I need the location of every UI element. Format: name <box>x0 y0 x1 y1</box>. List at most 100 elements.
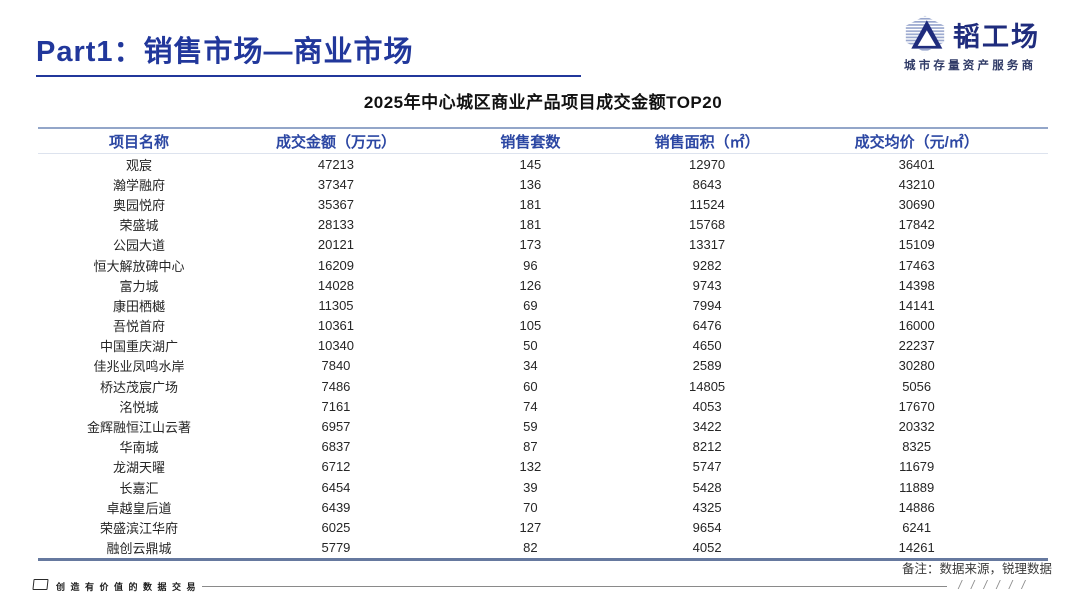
cell-project-name: 瀚学融府 <box>112 177 165 193</box>
cell-project-name: 荣盛滨江华府 <box>99 520 178 536</box>
cell-project-name: 龙湖天曜 <box>112 460 165 476</box>
cell-price: 43210 <box>898 176 935 192</box>
footer-divider-line <box>202 586 947 587</box>
table-row: 吾悦首府 10361 105 6476 16000 <box>38 316 1048 336</box>
cell-amount: 11305 <box>318 297 354 313</box>
table-title: 2025年中心城区商业产品项目成交金额TOP20 <box>363 93 723 112</box>
cell-price: 14398 <box>898 277 935 293</box>
table-row: 荣盛城 28133 181 15768 17842 <box>38 215 1048 235</box>
cell-units: 69 <box>523 297 538 313</box>
cell-amount: 47213 <box>317 156 355 172</box>
logo-tagline: 城市存量资产服务商 <box>904 60 1037 72</box>
cell-amount: 16209 <box>317 257 355 273</box>
page-title: Part1：销售市场—商业市场 <box>36 36 414 68</box>
cell-amount: 10340 <box>317 338 355 354</box>
table-row: 洺悦城 7161 74 4053 17670 <box>38 396 1048 416</box>
cell-area: 2589 <box>692 358 722 374</box>
company-logo: 韬工场 城市存量资产服务商 <box>904 14 1052 73</box>
cell-project-name: 金辉融恒江山云著 <box>86 420 191 436</box>
cell-price: 17463 <box>898 257 935 273</box>
cell-area: 11524 <box>689 196 725 212</box>
cell-price: 15109 <box>898 237 935 253</box>
cell-price: 6241 <box>902 519 932 535</box>
footer-slashes-decoration: / / / / / / <box>958 578 1028 592</box>
cell-price: 20332 <box>898 419 935 435</box>
table-row: 金辉融恒江山云著 6957 59 3422 20332 <box>38 416 1048 436</box>
cell-units: 181 <box>519 217 542 233</box>
table-row: 卓越皇后道 6439 70 4325 14886 <box>38 497 1048 517</box>
hexagon-logo-icon <box>904 14 946 54</box>
cell-project-name: 奥园悦府 <box>112 197 165 213</box>
cell-units: 59 <box>523 419 538 435</box>
table-row: 桥达茂宸广场 7486 60 14805 5056 <box>38 376 1048 396</box>
cell-area: 6476 <box>692 318 722 334</box>
cell-amount: 7486 <box>321 378 351 394</box>
top20-table: 项目名称 成交金额（万元） 销售套数 销售面积（㎡） 成交均价（元/㎡） 观宸 … <box>38 127 1048 561</box>
col-header-price: 成交均价（元/㎡） <box>854 133 979 151</box>
cell-price: 11889 <box>899 479 935 495</box>
cell-amount: 6454 <box>321 479 351 495</box>
cell-project-name: 富力城 <box>119 278 159 294</box>
cell-project-name: 中国重庆湖广 <box>99 339 178 355</box>
cell-amount: 6439 <box>321 499 351 515</box>
footer-box-icon <box>32 579 49 590</box>
table-row: 华南城 6837 87 8212 8325 <box>38 437 1048 457</box>
cell-amount: 5779 <box>321 540 351 556</box>
cell-price: 11679 <box>899 459 935 475</box>
cell-project-name: 华南城 <box>119 440 159 456</box>
cell-project-name: 公园大道 <box>112 238 165 254</box>
table-header-row: 项目名称 成交金额（万元） 销售套数 销售面积（㎡） 成交均价（元/㎡） <box>38 129 1048 154</box>
cell-area: 4325 <box>692 499 722 515</box>
cell-units: 181 <box>519 196 542 212</box>
cell-units: 105 <box>519 318 542 334</box>
cell-amount: 6025 <box>321 519 351 535</box>
cell-project-name: 荣盛城 <box>119 218 159 234</box>
cell-project-name: 观宸 <box>125 157 152 173</box>
cell-project-name: 吾悦首府 <box>112 319 165 335</box>
cell-units: 127 <box>519 519 542 535</box>
cell-area: 15768 <box>689 217 726 233</box>
cell-area: 8643 <box>692 176 722 192</box>
table-row: 康田栖樾 11305 69 7994 14141 <box>38 295 1048 315</box>
cell-units: 145 <box>519 156 542 172</box>
cell-price: 14141 <box>898 297 935 313</box>
cell-price: 8325 <box>902 439 932 455</box>
cell-price: 36401 <box>898 156 935 172</box>
table-row: 龙湖天曜 6712 132 5747 11679 <box>38 457 1048 477</box>
logo-wordmark: 韬工场 <box>953 21 1040 52</box>
col-header-amount: 成交金额（万元） <box>275 133 396 151</box>
cell-units: 173 <box>519 237 542 253</box>
cell-area: 12970 <box>689 156 726 172</box>
cell-project-name: 卓越皇后道 <box>106 500 172 516</box>
cell-units: 126 <box>519 277 542 293</box>
cell-price: 14261 <box>898 540 935 556</box>
table-row: 奥园悦府 35367 181 11524 30690 <box>38 194 1048 214</box>
cell-area: 5747 <box>692 459 722 475</box>
cell-project-name: 洺悦城 <box>119 399 159 415</box>
table-row: 长嘉汇 6454 39 5428 11889 <box>38 477 1048 497</box>
cell-price: 17842 <box>898 217 935 233</box>
cell-amount: 7840 <box>321 358 351 374</box>
cell-area: 4650 <box>692 338 722 354</box>
cell-units: 82 <box>523 540 538 556</box>
cell-units: 74 <box>523 398 538 414</box>
cell-area: 5428 <box>692 479 722 495</box>
cell-area: 4052 <box>692 540 722 556</box>
cell-project-name: 佳兆业凤鸣水岸 <box>93 359 185 375</box>
cell-amount: 35367 <box>317 196 355 212</box>
cell-area: 8212 <box>692 439 722 455</box>
cell-area: 9654 <box>692 519 722 535</box>
cell-amount: 20121 <box>317 237 355 253</box>
table-row: 瀚学融府 37347 136 8643 43210 <box>38 174 1048 194</box>
table-row: 富力城 14028 126 9743 14398 <box>38 275 1048 295</box>
cell-units: 132 <box>519 459 542 475</box>
cell-amount: 6957 <box>321 419 351 435</box>
cell-price: 22237 <box>898 338 935 354</box>
cell-area: 9282 <box>692 257 722 273</box>
table-row: 恒大解放碑中心 16209 96 9282 17463 <box>38 255 1048 275</box>
col-header-project: 项目名称 <box>108 133 169 151</box>
cell-project-name: 桥达茂宸广场 <box>99 379 178 395</box>
cell-units: 60 <box>523 378 538 394</box>
cell-amount: 7161 <box>321 398 351 414</box>
cell-area: 9743 <box>692 277 722 293</box>
